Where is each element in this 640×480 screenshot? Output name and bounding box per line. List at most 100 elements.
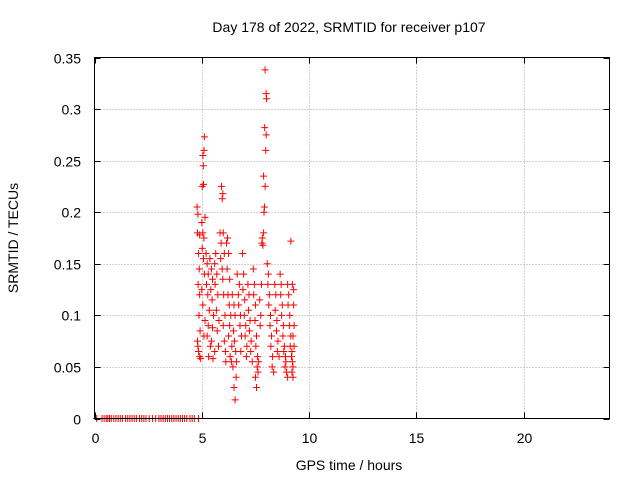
data-point (208, 296, 216, 304)
data-point (256, 322, 264, 330)
data-point (196, 291, 204, 299)
data-point (245, 306, 253, 314)
data-point (262, 131, 270, 139)
data-point (245, 327, 253, 335)
data-point (235, 280, 243, 288)
data-point (289, 373, 297, 381)
data-point (230, 337, 238, 345)
x-axis-title: GPS time / hours (296, 457, 403, 473)
data-point (260, 203, 268, 211)
x-tick-label: 20 (517, 430, 533, 446)
data-point (213, 270, 221, 278)
data-point (269, 353, 277, 361)
data-point (219, 275, 227, 283)
data-point (289, 363, 297, 371)
data-point (209, 324, 217, 332)
data-point (215, 317, 223, 325)
data-point (266, 311, 274, 319)
data-point (199, 301, 207, 309)
data-point (240, 311, 248, 319)
data-point (219, 322, 227, 330)
data-point (196, 327, 204, 335)
data-point (262, 146, 270, 154)
data-point (286, 311, 294, 319)
data-point (228, 291, 236, 299)
data-point (273, 347, 281, 355)
data-point (203, 332, 211, 340)
data-point (198, 286, 206, 294)
data-point (277, 291, 285, 299)
x-tick-label: 5 (199, 430, 207, 446)
data-point (260, 229, 268, 237)
data-point (254, 368, 262, 376)
data-point (205, 306, 213, 314)
data-point (243, 342, 251, 350)
data-point (247, 347, 255, 355)
data-point (265, 301, 273, 309)
data-point (219, 229, 227, 237)
data-point (203, 280, 211, 288)
data-point (204, 270, 212, 278)
data-point (271, 306, 279, 314)
data-point (270, 368, 278, 376)
data-point (207, 265, 215, 273)
data-point (200, 234, 208, 242)
data-point (201, 213, 209, 221)
data-point (207, 337, 215, 345)
data-point (239, 249, 247, 257)
data-point (253, 363, 261, 371)
axis-ticks (94, 57, 610, 420)
data-point (199, 151, 207, 159)
data-point (200, 180, 208, 188)
data-point (273, 317, 281, 325)
data-point (288, 280, 296, 288)
data-point (287, 353, 295, 361)
data-point (287, 237, 295, 245)
data-point (247, 337, 255, 345)
data-point (261, 124, 269, 132)
data-point (234, 291, 242, 299)
data-point (220, 337, 228, 345)
data-point (255, 358, 263, 366)
data-point (212, 249, 220, 257)
data-point (277, 280, 285, 288)
data-point (275, 353, 283, 361)
data-point (271, 280, 279, 288)
data-point (200, 133, 208, 141)
data-point (231, 396, 239, 404)
data-point (222, 239, 230, 247)
data-point (219, 190, 227, 198)
data-point (211, 347, 219, 355)
y-tick-label: 0.3 (62, 102, 82, 118)
plot-frame (94, 57, 610, 419)
data-point (288, 358, 296, 366)
data-point (253, 384, 261, 392)
data-point (200, 146, 208, 154)
data-point (226, 275, 234, 283)
data-point (268, 332, 276, 340)
data-point (285, 291, 293, 299)
data-point (242, 353, 250, 361)
data-point (226, 322, 234, 330)
data-point (195, 347, 203, 355)
data-point (257, 311, 265, 319)
data-point (230, 327, 238, 335)
data-point (278, 311, 286, 319)
data-point (204, 322, 212, 330)
data-point (218, 182, 226, 190)
data-point (267, 342, 275, 350)
data-point (274, 337, 282, 345)
data-point (233, 358, 241, 366)
data-point (206, 342, 214, 350)
data-point (290, 301, 298, 309)
data-point (281, 363, 289, 371)
data-point (251, 301, 259, 309)
data-point (253, 332, 261, 340)
data-point (194, 280, 202, 288)
data-point (261, 182, 269, 190)
data-point (207, 286, 215, 294)
data-point (279, 332, 287, 340)
data-point (194, 210, 202, 218)
data-point (193, 203, 201, 211)
